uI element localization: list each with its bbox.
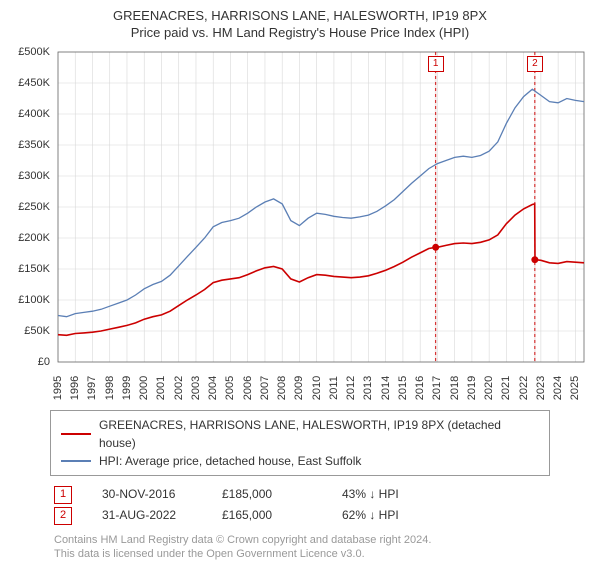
x-tick-label: 2011	[328, 376, 340, 400]
diff-cell: 62% ↓ HPI	[342, 505, 432, 527]
table-row: 1 30-NOV-2016 £185,000 43% ↓ HPI	[54, 484, 590, 506]
y-tick-label: £350K	[18, 139, 50, 151]
x-tick-label: 1998	[104, 376, 116, 400]
y-tick-label: £50K	[24, 325, 50, 337]
x-tick-label: 2000	[138, 376, 150, 400]
legend-swatch	[61, 460, 91, 462]
legend-label: GREENACRES, HARRISONS LANE, HALESWORTH, …	[99, 416, 539, 452]
x-tick-label: 2022	[518, 376, 530, 400]
x-tick-label: 2016	[414, 376, 426, 400]
x-tick-label: 2020	[483, 376, 495, 400]
y-tick-label: £450K	[18, 77, 50, 89]
table-row: 2 31-AUG-2022 £165,000 62% ↓ HPI	[54, 505, 590, 527]
chart-container: GREENACRES, HARRISONS LANE, HALESWORTH, …	[0, 0, 600, 560]
legend-item: HPI: Average price, detached house, East…	[61, 452, 539, 470]
x-tick-label: 2004	[207, 376, 219, 400]
x-tick-label: 2008	[276, 376, 288, 400]
date-cell: 30-NOV-2016	[102, 484, 192, 506]
diff-cell: 43% ↓ HPI	[342, 484, 432, 506]
x-tick-label: 1999	[121, 376, 133, 400]
y-tick-label: £400K	[18, 108, 50, 120]
x-tick-label: 2019	[466, 376, 478, 400]
x-tick-label: 1996	[69, 376, 81, 400]
x-tick-label: 1995	[52, 376, 64, 400]
x-tick-label: 2001	[155, 376, 167, 400]
x-tick-label: 2002	[173, 376, 185, 400]
y-tick-label: £200K	[18, 232, 50, 244]
x-tick-label: 1997	[86, 376, 98, 400]
x-tick-label: 2012	[345, 376, 357, 400]
y-tick-label: £250K	[18, 201, 50, 213]
chart-subtitle: Price paid vs. HM Land Registry's House …	[10, 25, 590, 40]
chart-marker-badge: 1	[428, 56, 444, 72]
x-tick-label: 2018	[449, 376, 461, 400]
x-tick-label: 2015	[397, 376, 409, 400]
x-tick-label: 2010	[311, 376, 323, 400]
y-tick-label: £300K	[18, 170, 50, 182]
footer-line: Contains HM Land Registry data © Crown c…	[54, 533, 590, 547]
y-tick-label: £150K	[18, 263, 50, 275]
x-tick-label: 2023	[535, 376, 547, 400]
chart-svg	[10, 44, 590, 404]
x-tick-label: 2021	[500, 376, 512, 400]
y-tick-label: £500K	[18, 46, 50, 58]
x-tick-label: 2017	[431, 376, 443, 400]
x-tick-label: 2007	[259, 376, 271, 400]
legend-item: GREENACRES, HARRISONS LANE, HALESWORTH, …	[61, 416, 539, 452]
x-tick-label: 2005	[224, 376, 236, 400]
chart-area: £0 £50K £100K £150K £200K £250K £300K £350K £400…	[10, 44, 590, 404]
x-tick-label: 2003	[190, 376, 202, 400]
y-tick-label: £0	[38, 356, 50, 368]
legend-label: HPI: Average price, detached house, East…	[99, 452, 361, 470]
legend-swatch	[61, 433, 91, 435]
sales-data-table: 1 30-NOV-2016 £185,000 43% ↓ HPI 2 31-AU…	[54, 484, 590, 527]
chart-title: GREENACRES, HARRISONS LANE, HALESWORTH, …	[10, 8, 590, 25]
chart-marker-badge: 2	[527, 56, 543, 72]
footer-attribution: Contains HM Land Registry data © Crown c…	[54, 533, 590, 562]
x-tick-label: 2024	[552, 376, 564, 400]
price-cell: £165,000	[222, 505, 312, 527]
x-tick-label: 2013	[362, 376, 374, 400]
legend-box: GREENACRES, HARRISONS LANE, HALESWORTH, …	[50, 410, 550, 476]
x-tick-label: 2006	[242, 376, 254, 400]
price-cell: £185,000	[222, 484, 312, 506]
date-cell: 31-AUG-2022	[102, 505, 192, 527]
marker-badge: 2	[54, 507, 72, 525]
y-tick-label: £100K	[18, 294, 50, 306]
marker-badge: 1	[54, 486, 72, 504]
x-tick-label: 2014	[380, 376, 392, 400]
x-tick-label: 2009	[293, 376, 305, 400]
x-tick-label: 2025	[569, 376, 581, 400]
